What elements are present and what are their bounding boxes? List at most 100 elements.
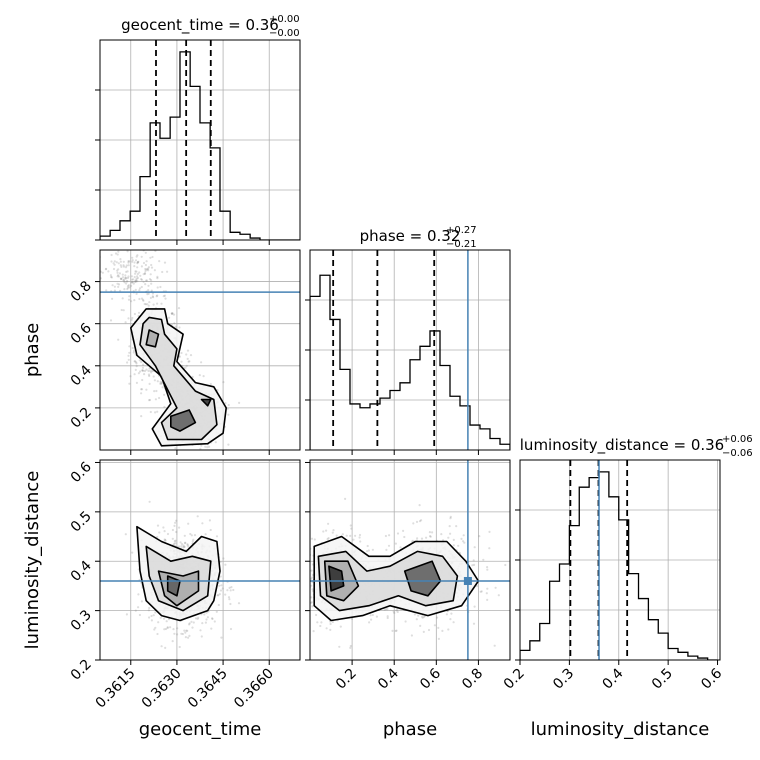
sample-point	[127, 354, 130, 357]
sample-point	[403, 535, 406, 539]
sample-point	[124, 277, 127, 280]
sample-point	[150, 289, 153, 292]
sample-point	[174, 325, 177, 328]
sample-point	[229, 627, 233, 631]
sample-point	[290, 588, 292, 590]
sample-point	[131, 256, 134, 259]
sample-point	[164, 297, 167, 300]
sample-point	[394, 542, 397, 545]
sample-point	[307, 572, 309, 574]
sample-point	[155, 389, 158, 393]
sample-point	[136, 280, 139, 283]
sample-point	[112, 267, 116, 271]
sample-point	[135, 270, 138, 273]
sample-point	[310, 601, 313, 604]
sample-point	[134, 368, 137, 371]
sample-point	[184, 542, 187, 545]
y-tick-label: 0.6	[68, 320, 95, 347]
sample-point	[196, 515, 199, 518]
sample-point	[135, 277, 138, 280]
sample-point	[142, 273, 145, 276]
contour-level-4	[200, 398, 212, 407]
sample-point	[298, 563, 300, 565]
sample-point	[166, 626, 169, 629]
sample-point	[310, 569, 313, 572]
sample-point	[326, 538, 329, 541]
sample-point	[393, 611, 396, 615]
sample-point	[203, 453, 205, 455]
sample-point	[127, 317, 130, 320]
sample-point	[134, 280, 137, 283]
sample-point	[124, 274, 127, 277]
histogram-step-luminosity_distance	[520, 471, 718, 660]
x-tick-label: 0.2	[333, 666, 360, 693]
sample-point	[396, 610, 399, 614]
sample-point	[210, 627, 213, 630]
sample-point	[422, 630, 425, 634]
sample-point	[396, 608, 399, 611]
sample-point	[112, 262, 115, 265]
sample-point	[345, 534, 348, 537]
sample-point	[232, 588, 235, 592]
sample-point	[152, 296, 155, 299]
sample-point	[162, 526, 165, 529]
sample-point	[136, 275, 139, 278]
sample-point	[130, 281, 134, 284]
sample-point	[127, 261, 130, 264]
sample-point	[117, 250, 120, 253]
sample-point	[349, 524, 352, 527]
sample-point	[135, 280, 138, 283]
sample-point	[128, 351, 131, 354]
sample-point	[196, 617, 199, 621]
sample-point	[429, 535, 432, 538]
sample-point	[123, 281, 126, 284]
sample-point	[138, 271, 141, 274]
sample-point	[127, 264, 130, 267]
sample-point	[305, 581, 307, 583]
sample-point	[163, 393, 166, 396]
sample-point	[386, 616, 389, 620]
sample-point	[149, 273, 152, 276]
sample-point	[194, 617, 198, 620]
sample-point	[163, 405, 166, 409]
sample-point	[150, 263, 153, 267]
sample-point	[201, 622, 204, 625]
sample-point	[151, 295, 154, 298]
sample-point	[156, 632, 159, 636]
sample-point	[131, 551, 134, 554]
sample-point	[215, 535, 219, 538]
sample-point	[110, 260, 113, 263]
y-tick-label: 0.3	[68, 607, 95, 634]
sample-point	[143, 272, 147, 275]
sample-point	[186, 629, 189, 633]
sample-point	[182, 546, 185, 549]
sample-point	[156, 286, 159, 289]
sample-point	[479, 590, 482, 593]
sample-point	[429, 535, 432, 538]
panel-content	[310, 250, 510, 450]
sample-point	[136, 276, 139, 280]
x-tick-label: 0.3	[550, 666, 577, 693]
sample-point	[310, 577, 313, 581]
sample-point	[130, 300, 133, 303]
sample-point	[188, 634, 191, 638]
sample-point	[125, 264, 128, 267]
sample-point	[126, 285, 130, 288]
sample-point	[166, 532, 170, 536]
sample-point	[304, 571, 306, 573]
sample-point	[125, 276, 128, 279]
sample-point	[416, 537, 419, 540]
panel-grid	[519, 460, 720, 660]
sample-point	[140, 388, 144, 391]
sample-point	[191, 540, 194, 543]
sample-point	[147, 269, 150, 272]
sample-point	[161, 270, 164, 274]
sample-point	[146, 303, 149, 306]
sample-point	[178, 526, 181, 529]
sample-point	[449, 515, 452, 519]
sample-point	[116, 269, 119, 272]
sample-point	[349, 646, 352, 650]
sample-point	[144, 269, 147, 273]
sample-point	[171, 537, 174, 540]
sample-point	[193, 534, 197, 537]
